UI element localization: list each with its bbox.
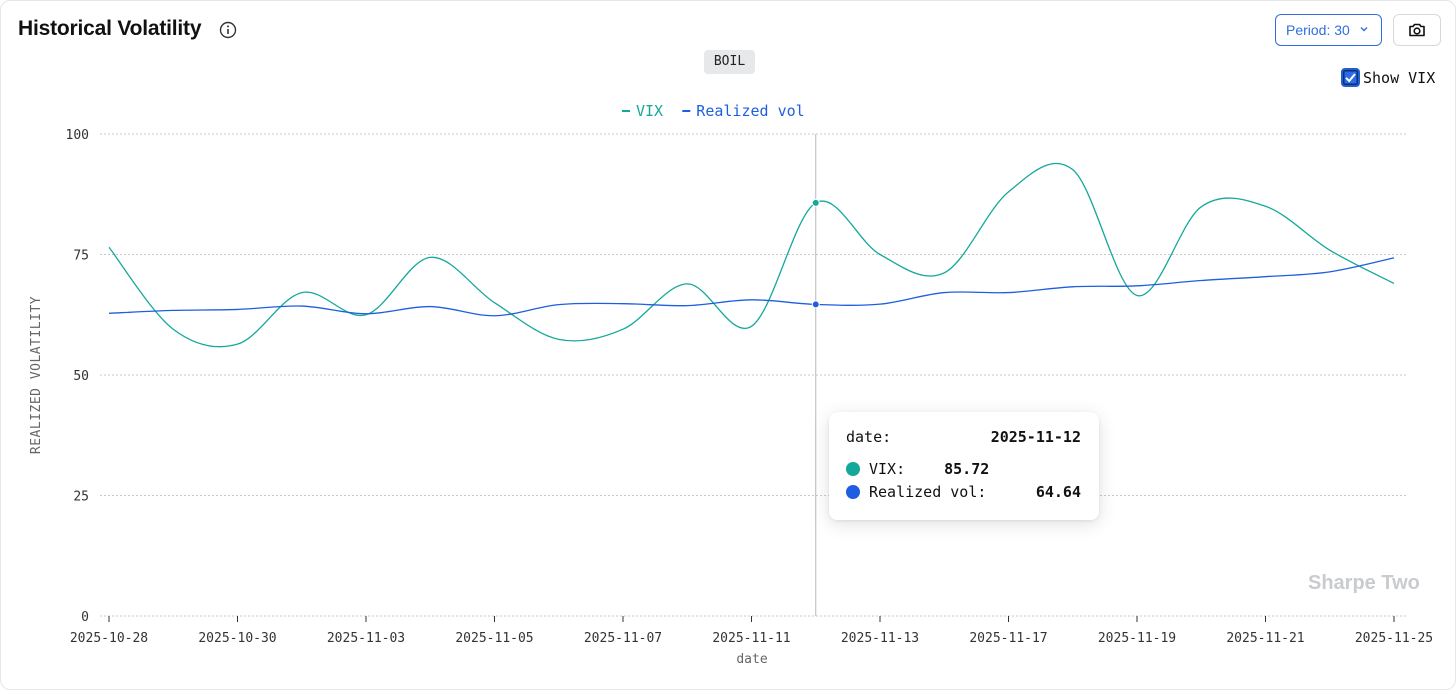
x-tick-label: 2025-11-11: [712, 631, 790, 646]
camera-icon: [1409, 23, 1425, 37]
tooltip-date-label: date:: [846, 428, 892, 446]
series-line-vix: [108, 162, 1395, 348]
period-select[interactable]: Period: 30: [1275, 14, 1382, 46]
watermark: Sharpe Two: [1308, 572, 1420, 594]
x-tick-label: 2025-11-13: [841, 631, 919, 646]
chart-tooltip: date: 2025-11-12 VIX: 85.72 Realized vol…: [829, 412, 1099, 520]
legend-label-vix: VIX: [636, 102, 663, 120]
y-tick-label: 75: [73, 249, 89, 264]
show-vix-toggle[interactable]: Show VIX: [1341, 68, 1435, 87]
y-tick-label: 50: [73, 369, 89, 384]
x-tick-label: 2025-11-19: [1098, 631, 1176, 646]
hover-point-vix: [811, 198, 820, 207]
tooltip-row-realized: Realized vol: 64.64: [846, 483, 1081, 501]
ticker-badge: BOIL: [704, 50, 755, 74]
info-icon[interactable]: [219, 21, 237, 39]
hover-point-realized-vol: [811, 300, 820, 309]
tooltip-vix-value: 85.72: [944, 460, 990, 478]
y-tick-label: 0: [81, 610, 89, 625]
tooltip-realized-label: Realized vol:: [869, 483, 987, 501]
x-axis-label: date: [736, 652, 767, 667]
legend-label-realized-vol: Realized vol: [696, 102, 804, 120]
x-tick-label: 2025-10-30: [198, 631, 276, 646]
tooltip-date-row: date: 2025-11-12: [846, 428, 1081, 446]
tooltip-realized-swatch: [846, 485, 860, 499]
x-tick-label: 2025-11-03: [327, 631, 405, 646]
y-axis-label: REALIZED VOLATILITY: [29, 296, 44, 454]
tooltip-realized-value: 64.64: [1035, 483, 1081, 501]
x-tick-label: 2025-11-07: [584, 631, 662, 646]
show-vix-checkbox[interactable]: [1341, 68, 1360, 87]
x-tick-label: 2025-11-21: [1226, 631, 1304, 646]
page-title: Historical Volatility: [18, 17, 202, 40]
chevron-down-icon: [1360, 27, 1368, 32]
checkmark-icon: [1345, 73, 1356, 83]
x-tick-label: 2025-11-17: [969, 631, 1047, 646]
x-tick-label: 2025-11-05: [455, 631, 533, 646]
tooltip-vix-swatch: [846, 462, 860, 476]
series-line-realized-vol: [108, 257, 1395, 317]
tooltip-row-vix: VIX: 85.72: [846, 460, 1081, 478]
y-tick-label: 25: [73, 490, 89, 505]
x-tick-label: 2025-11-25: [1355, 631, 1433, 646]
y-tick-label: 100: [66, 128, 89, 143]
screenshot-button[interactable]: [1393, 14, 1441, 46]
tooltip-date-value: 2025-11-12: [990, 428, 1081, 446]
x-tick-label: 2025-10-28: [70, 631, 148, 646]
period-label: Period: 30: [1286, 22, 1350, 38]
show-vix-label: Show VIX: [1363, 68, 1436, 87]
tooltip-vix-label: VIX:: [869, 460, 906, 478]
